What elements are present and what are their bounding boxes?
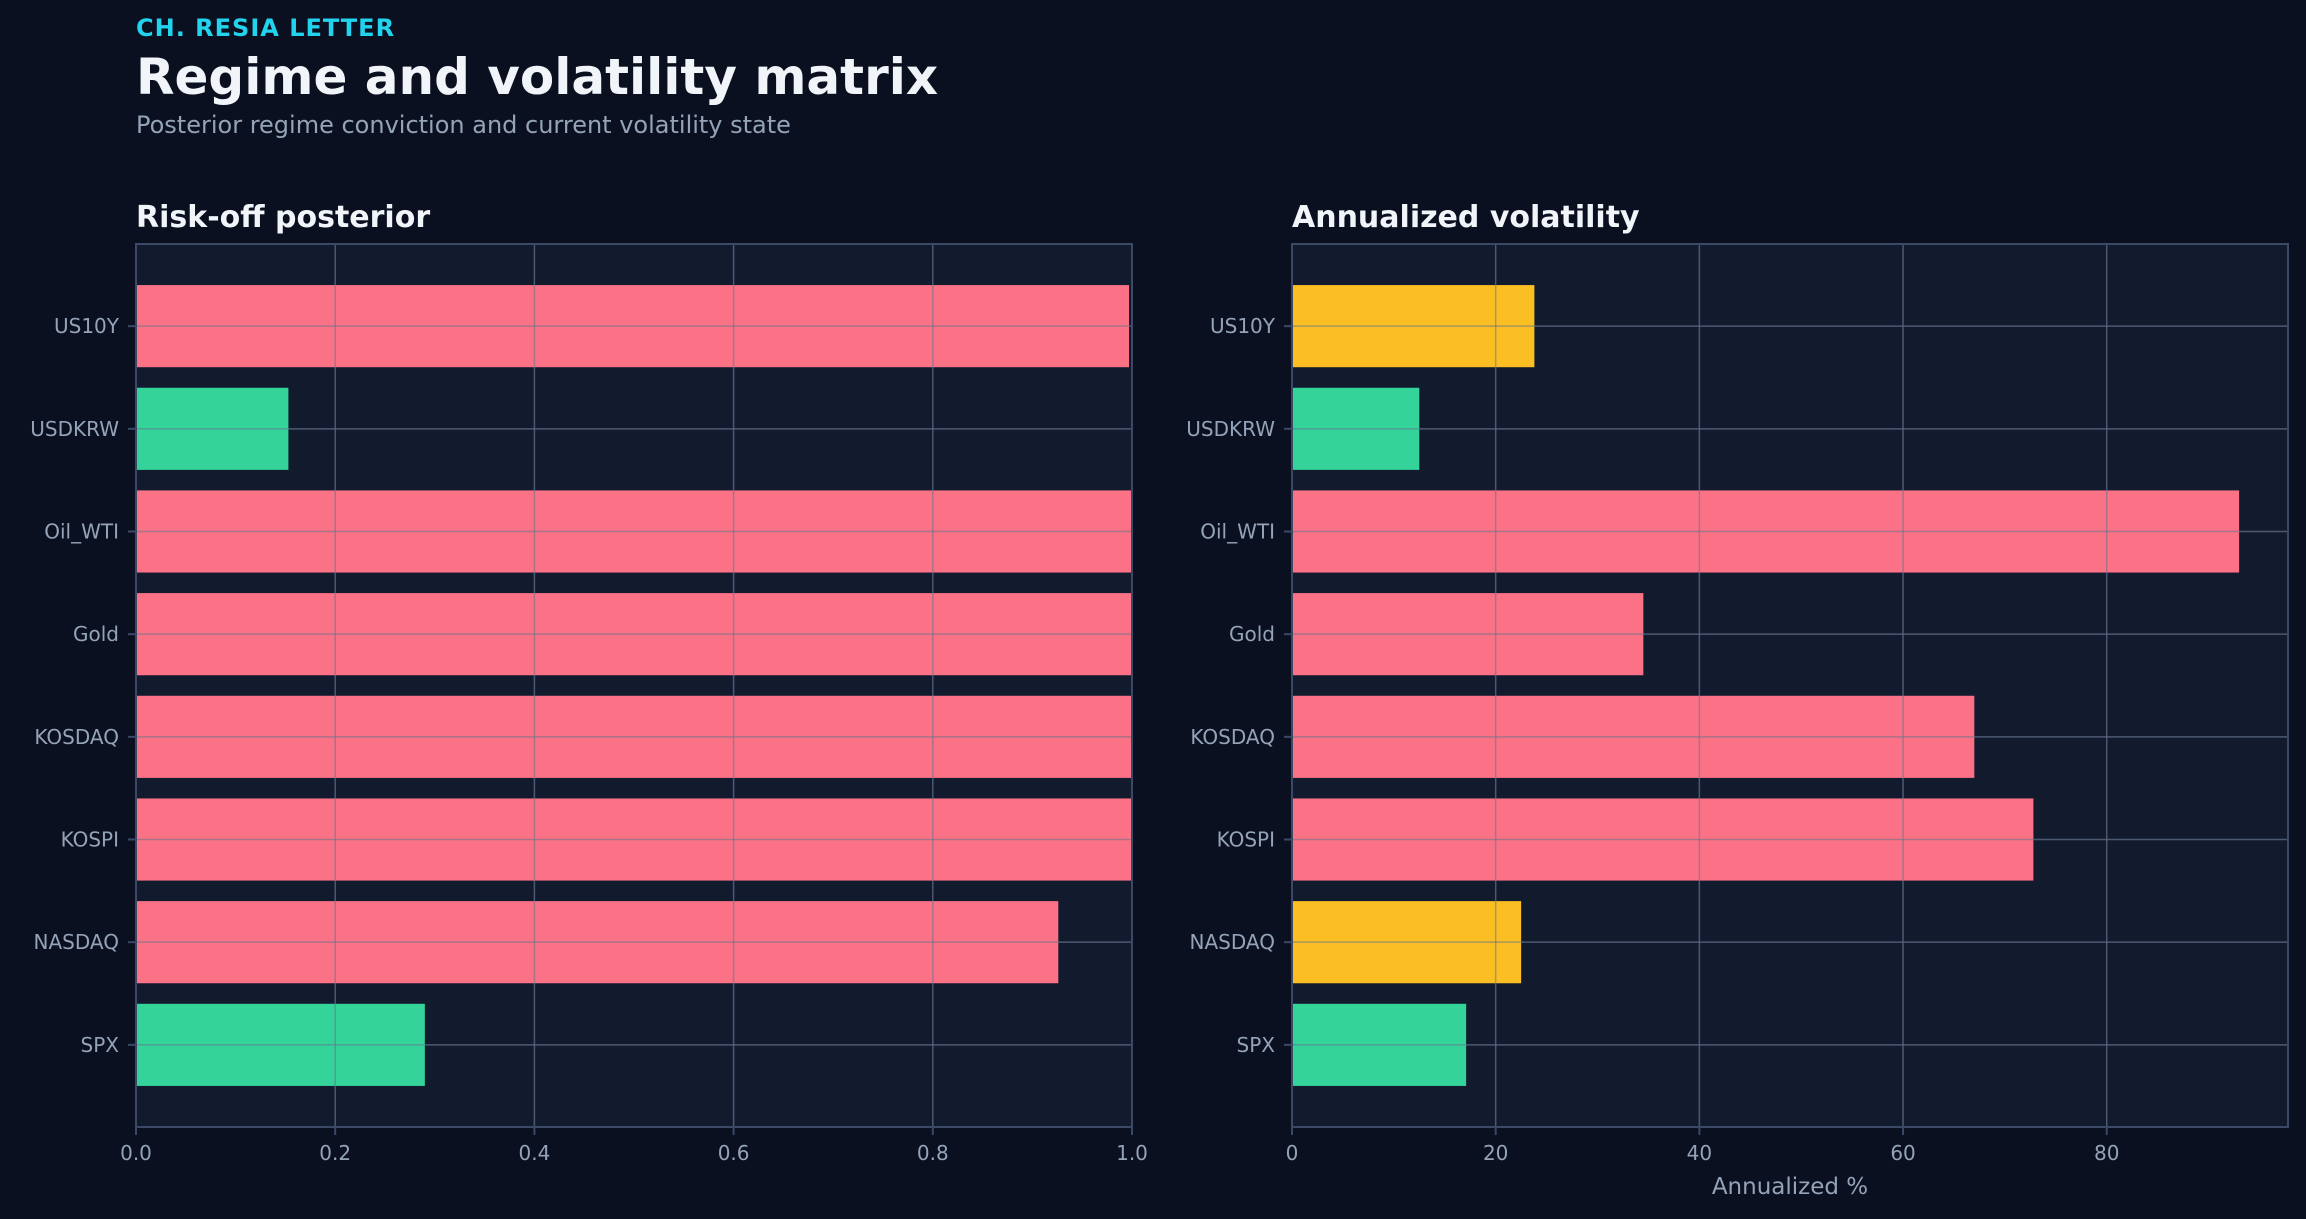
- chart2-plot-area: [1292, 244, 2288, 1127]
- chart2-ytick-label-us10y: US10Y: [1210, 314, 1276, 338]
- chart1-ytick-label-us10y: US10Y: [54, 314, 120, 338]
- page-subtitle: Posterior regime conviction and current …: [136, 111, 791, 139]
- chart1-ytick-label-usdkrw: USDKRW: [30, 417, 119, 441]
- panel-title-volatility: Annualized volatility: [1292, 200, 1640, 235]
- chart2-xtick-label-4: 80: [2094, 1141, 2119, 1165]
- chart2-ytick-label-spx: SPX: [1237, 1033, 1276, 1057]
- chart2-ytick-label-gold: Gold: [1229, 622, 1275, 646]
- chart1-ytick-label-gold: Gold: [73, 622, 119, 646]
- chart2-frame: [1291, 243, 2289, 1128]
- panel-title-risk-off: Risk-off posterior: [136, 200, 431, 235]
- chart2-xtick-label-1: 20: [1483, 1141, 1508, 1165]
- chart2-xtick-label-3: 60: [1890, 1141, 1915, 1165]
- chart1-ytick-label-kosdaq: KOSDAQ: [34, 725, 119, 749]
- chart2-x-axis-label: Annualized %: [1712, 1174, 1868, 1200]
- chart2-xtick-label-2: 40: [1687, 1141, 1712, 1165]
- chart1-plot-area: [136, 244, 1132, 1127]
- chart1-xtick-label-0: 0.0: [120, 1141, 152, 1165]
- chart2-ytick-label-oil_wti: Oil_WTI: [1200, 519, 1275, 543]
- chart2-ytick-label-kospi: KOSPI: [1217, 828, 1275, 852]
- kicker-label: CH. RESIA LETTER: [136, 14, 396, 42]
- chart1-xtick-label-2: 0.4: [518, 1141, 550, 1165]
- page-title: Regime and volatility matrix: [136, 48, 939, 106]
- chart1-xtick-label-4: 0.8: [917, 1141, 949, 1165]
- chart1-ytick-label-kospi: KOSPI: [61, 828, 119, 852]
- chart2-ytick-label-kosdaq: KOSDAQ: [1190, 725, 1275, 749]
- chart1-xtick-label-3: 0.6: [718, 1141, 750, 1165]
- chart1-ytick-label-spx: SPX: [81, 1033, 120, 1057]
- header: CH. RESIA LETTER Regime and volatility m…: [136, 12, 938, 140]
- chart1-ytick-label-nasdaq: NASDAQ: [34, 930, 119, 954]
- chart1-frame: [135, 243, 1133, 1128]
- chart2-ytick-label-usdkrw: USDKRW: [1186, 417, 1275, 441]
- chart1-xtick-label-5: 1.0: [1116, 1141, 1148, 1165]
- chart2-xtick-label-0: 0: [1286, 1141, 1299, 1165]
- chart1-xtick-label-1: 0.2: [319, 1141, 351, 1165]
- chart2-ytick-label-nasdaq: NASDAQ: [1190, 930, 1275, 954]
- chart1-ytick-label-oil_wti: Oil_WTI: [44, 519, 119, 543]
